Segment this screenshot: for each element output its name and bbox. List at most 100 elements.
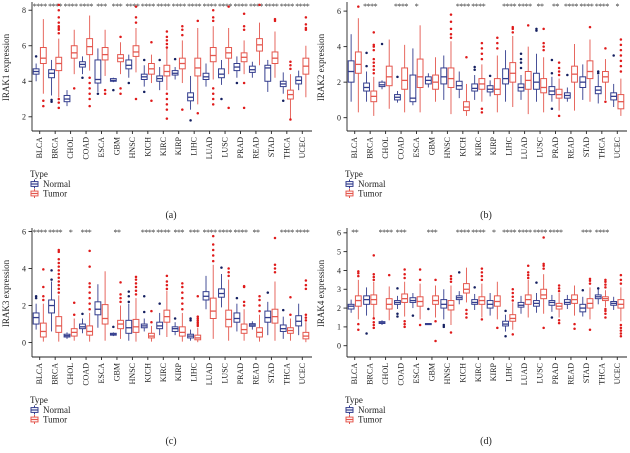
box-normal <box>94 59 102 84</box>
outlier-dot <box>211 92 215 95</box>
outlier-dot <box>372 275 376 279</box>
significance-stars: **** <box>234 228 249 237</box>
outlier-dot <box>573 322 576 326</box>
outlier-dot <box>227 270 230 274</box>
outlier-dot <box>372 272 376 276</box>
box-tumor <box>416 58 424 88</box>
outlier-dot <box>88 285 91 289</box>
outlier-dot <box>372 31 376 34</box>
significance-stars: **** <box>502 2 517 11</box>
outlier-dot <box>258 295 261 298</box>
outlier-dot <box>604 316 607 319</box>
outlier-dot <box>211 97 215 101</box>
outlier-dot <box>480 41 484 45</box>
outlier-dot <box>542 41 545 45</box>
outlier-dot <box>480 47 484 50</box>
outlier-dot <box>372 57 376 61</box>
significance-stars: **** <box>33 2 48 11</box>
outlier-dot <box>396 315 399 318</box>
outlier-dot <box>619 332 623 335</box>
outlier-dot <box>511 25 515 29</box>
outlier-dot <box>242 304 246 307</box>
outlier-dot <box>88 296 91 300</box>
outlier-dot <box>550 316 554 319</box>
outlier-dot <box>189 319 192 322</box>
outlier-dot <box>165 46 169 49</box>
x-tick-label: LUSC <box>221 137 230 157</box>
outlier-dot <box>112 325 115 329</box>
outlier-dot <box>542 264 545 267</box>
significance-stars: *** <box>112 2 123 11</box>
outlier-dot <box>365 64 368 68</box>
outlier-dot <box>57 287 61 291</box>
x-tick-label: HNSC <box>443 363 452 384</box>
legend-item-label: Tumor <box>43 189 67 199</box>
outlier-dot <box>50 100 53 103</box>
x-tick-label: BLCA <box>35 137 44 159</box>
outlier-dot <box>304 316 308 319</box>
x-tick-label: ESCA <box>412 363 421 384</box>
outlier-dot <box>304 23 308 26</box>
outlier-dot <box>526 276 530 280</box>
outlier-dot <box>88 92 91 95</box>
outlier-dot <box>480 52 484 55</box>
x-tick-label: KIRP <box>174 136 183 155</box>
significance-stars: **** <box>295 2 310 11</box>
x-tick-label: ESCA <box>97 137 106 158</box>
outlier-dot <box>519 52 523 55</box>
outlier-dot <box>211 254 215 257</box>
y-tick-label: 0 <box>22 338 26 347</box>
outlier-dot <box>211 103 215 106</box>
outlier-dot <box>57 8 61 12</box>
box-tumor <box>132 45 140 57</box>
outlier-dot <box>88 282 91 285</box>
outlier-dot <box>189 119 192 122</box>
outlier-dot <box>511 291 515 295</box>
y-tick-label: 2 <box>337 78 341 87</box>
outlier-dot <box>142 295 146 298</box>
box-normal <box>125 59 133 70</box>
outlier-dot <box>34 295 38 298</box>
outlier-dot <box>134 5 138 8</box>
box-tumor <box>163 64 171 77</box>
x-tick-label: KIRC <box>159 137 168 156</box>
x-tick-label: HNSC <box>128 363 137 384</box>
outlier-dot <box>273 17 277 21</box>
box-normal <box>264 64 272 82</box>
x-tick-label: COAD <box>397 363 406 386</box>
outlier-dot <box>119 281 122 284</box>
outlier-dot <box>357 272 360 275</box>
outlier-dot <box>480 271 484 274</box>
outlier-dot <box>181 24 184 28</box>
outlier-dot <box>449 13 453 16</box>
outlier-dot <box>550 107 554 111</box>
outlier-dot <box>473 68 476 71</box>
outlier-dot <box>619 326 623 330</box>
x-tick-label: GBM <box>112 363 121 381</box>
outlier-dot <box>57 3 61 7</box>
outlier-dot <box>449 36 453 39</box>
y-tick-label: 4 <box>22 77 26 86</box>
x-tick-label: CHOL <box>381 363 390 385</box>
x-tick-label: GBM <box>112 137 121 155</box>
y-tick-label: 8 <box>22 6 26 15</box>
outlier-dot <box>211 234 215 238</box>
x-tick-label: GBM <box>427 137 436 155</box>
outlier-dot <box>449 280 453 283</box>
outlier-dot <box>566 73 569 77</box>
outlier-dot <box>88 76 91 79</box>
outlier-dot <box>365 51 368 55</box>
x-tick-label: ESCA <box>412 137 421 158</box>
box-normal <box>502 68 509 85</box>
x-tick-label: KIRC <box>474 363 483 382</box>
box-tumor <box>132 318 140 333</box>
outlier-dot <box>411 314 415 317</box>
outlier-dot <box>488 74 492 78</box>
outlier-dot <box>165 108 169 111</box>
x-tick-label: STAD <box>267 363 276 383</box>
outlier-dot <box>304 313 308 317</box>
significance-stars: **** <box>579 2 594 11</box>
significance-stars: **** <box>502 228 517 237</box>
outlier-dot <box>173 57 177 61</box>
